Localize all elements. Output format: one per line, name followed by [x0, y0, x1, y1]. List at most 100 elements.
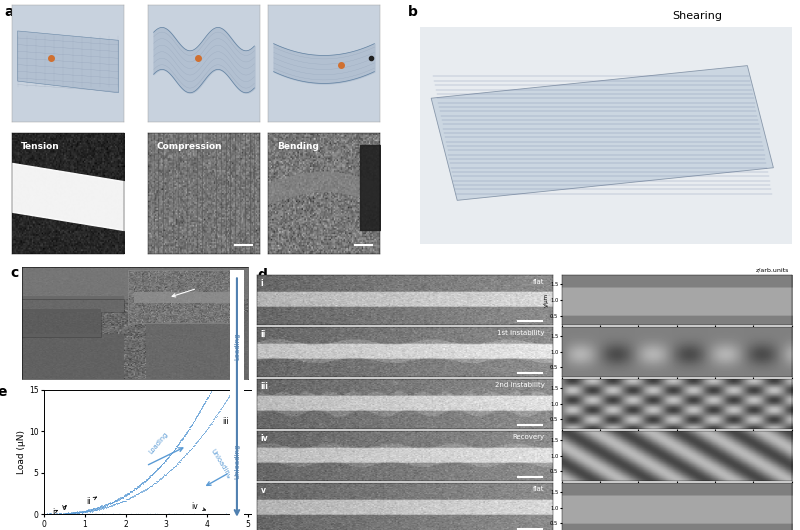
Point — [241, 385, 254, 394]
Point — [212, 409, 225, 417]
Point — [226, 385, 239, 394]
Point — [116, 492, 129, 501]
Point — [178, 431, 191, 439]
Point — [141, 484, 154, 493]
Point — [114, 498, 127, 507]
Point — [50, 509, 63, 517]
Point — [222, 385, 235, 394]
Point — [110, 497, 122, 506]
Point — [180, 428, 193, 437]
Point — [186, 418, 199, 427]
Point — [157, 458, 170, 467]
Point — [137, 509, 150, 518]
Point — [144, 482, 157, 490]
Point — [174, 455, 187, 464]
Point — [42, 509, 54, 518]
Point — [242, 385, 255, 394]
Point — [177, 453, 190, 461]
Point — [87, 504, 100, 512]
Point — [65, 509, 78, 517]
Point — [69, 508, 82, 517]
Point — [56, 510, 69, 518]
Point — [82, 509, 94, 518]
Point — [206, 510, 219, 518]
Point — [230, 385, 242, 394]
Point — [218, 385, 231, 394]
Point — [226, 385, 239, 394]
Point — [172, 440, 185, 449]
Point — [62, 509, 74, 517]
Point — [62, 509, 75, 517]
Point — [58, 509, 71, 518]
Point — [182, 426, 194, 434]
Point — [93, 504, 106, 512]
Point — [174, 509, 186, 518]
Point — [102, 502, 114, 511]
Point — [201, 394, 214, 402]
Point — [73, 508, 86, 517]
Point — [49, 510, 62, 518]
Point — [66, 507, 78, 516]
Point — [76, 507, 89, 515]
Point — [64, 508, 77, 516]
Point — [161, 454, 174, 463]
Point — [56, 510, 69, 518]
Point — [152, 464, 165, 472]
Point — [217, 509, 230, 518]
Point — [159, 509, 172, 518]
Point — [232, 385, 245, 394]
Point — [70, 509, 82, 518]
Point — [162, 452, 175, 460]
Point — [216, 385, 229, 394]
Point — [65, 508, 78, 517]
Point — [202, 422, 215, 431]
Point — [106, 498, 118, 506]
Point — [126, 487, 138, 495]
Point — [66, 509, 79, 518]
Point — [102, 501, 115, 510]
Point — [62, 510, 74, 518]
Point — [54, 510, 66, 518]
Point — [215, 385, 228, 394]
Point — [78, 507, 91, 516]
Point — [74, 507, 86, 516]
Point — [62, 509, 75, 517]
Point — [153, 462, 166, 471]
Point — [61, 509, 74, 517]
Point — [146, 480, 159, 488]
Point — [224, 509, 237, 518]
Point — [177, 453, 190, 462]
Point — [170, 442, 183, 450]
Point — [186, 419, 199, 428]
Point — [111, 496, 124, 505]
Point — [157, 458, 170, 467]
Point — [187, 509, 200, 518]
Point — [222, 385, 234, 394]
Point — [70, 510, 83, 518]
Point — [182, 425, 195, 434]
Point — [237, 385, 250, 394]
Point — [47, 509, 60, 518]
Point — [198, 510, 211, 518]
Text: Loading: Loading — [147, 431, 169, 455]
Point — [84, 506, 97, 515]
Point — [91, 510, 104, 518]
Point — [110, 509, 123, 518]
Point — [66, 509, 79, 517]
Point — [135, 479, 148, 487]
Point — [241, 385, 254, 394]
Point — [59, 509, 72, 518]
Point — [109, 497, 122, 505]
Point — [58, 509, 70, 518]
Point — [182, 426, 194, 434]
Point — [194, 509, 207, 518]
Point — [223, 389, 236, 398]
Point — [218, 385, 230, 394]
Point — [106, 509, 119, 518]
Point — [183, 510, 196, 518]
Point — [82, 506, 94, 514]
Point — [86, 509, 99, 518]
Point — [107, 501, 120, 509]
Point — [240, 385, 253, 394]
Point — [220, 385, 233, 394]
